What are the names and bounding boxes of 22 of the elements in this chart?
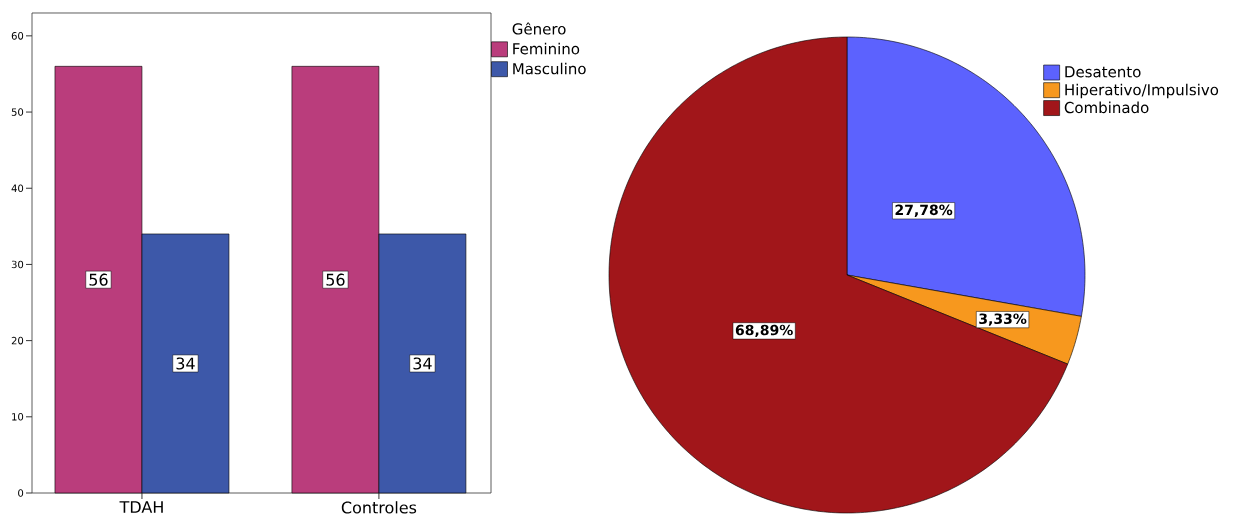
y-tick-label: 60 xyxy=(11,32,24,40)
legend-label: Combinado xyxy=(1064,101,1149,114)
legend-label: Desatento xyxy=(1065,66,1141,78)
data-label: 56 xyxy=(89,273,108,286)
data-label: 56 xyxy=(326,273,345,286)
legend-label: Hiperativo/Impulsivo xyxy=(1065,83,1219,99)
data-label: 27,78% xyxy=(895,204,953,217)
y-tick-label: 0 xyxy=(18,489,24,497)
legend-label: Feminino xyxy=(513,42,580,55)
x-tick-label: TDAH xyxy=(119,501,163,513)
legend-label: Masculino xyxy=(513,62,586,75)
y-tick-label: 40 xyxy=(11,184,24,193)
data-label: 3,33% xyxy=(979,313,1027,326)
data-label: 68,89% xyxy=(735,324,793,338)
y-tick-label: 30 xyxy=(11,260,24,269)
legend-title: Gênero xyxy=(512,22,566,35)
data-label: 34 xyxy=(413,357,432,370)
data-label: 34 xyxy=(176,357,195,370)
x-tick-label: Controles xyxy=(341,501,417,514)
y-tick-label: 50 xyxy=(11,108,24,116)
y-tick-label: 20 xyxy=(11,336,24,345)
y-tick-label: 10 xyxy=(12,413,24,421)
